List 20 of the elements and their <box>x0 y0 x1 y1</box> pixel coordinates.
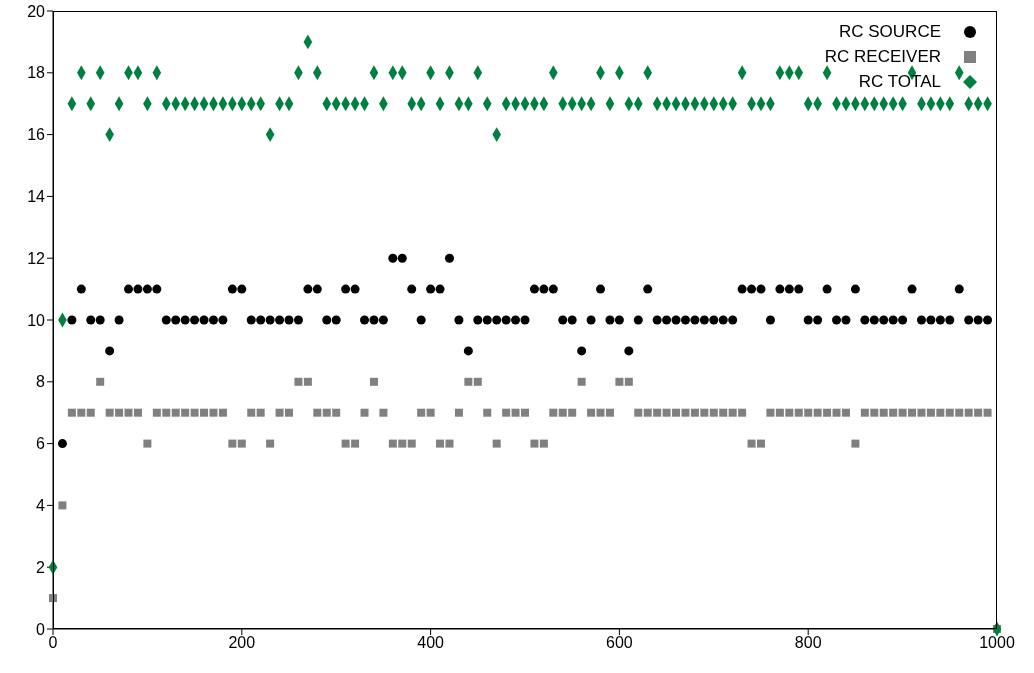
y-tick-label: 20 <box>27 2 46 20</box>
x-tick-label: 400 <box>417 634 445 652</box>
y-tick-label: 6 <box>36 435 46 453</box>
legend-label: RC RECEIVER <box>824 46 941 67</box>
y-tick-label: 12 <box>27 249 46 267</box>
y-tick-label: 16 <box>27 126 46 144</box>
y-tick-label: 10 <box>27 311 46 329</box>
y-tick-label: 18 <box>27 64 46 82</box>
y-tick-label: 8 <box>36 373 46 391</box>
y-tick-label: 2 <box>36 558 46 576</box>
x-tick-label: 600 <box>606 634 633 652</box>
legend-label: RC SOURCE <box>838 21 941 42</box>
x-tick-label: 0 <box>48 634 58 652</box>
x-tick-label: 800 <box>794 634 822 652</box>
x-tick-label: 200 <box>228 634 256 652</box>
x-tick-label: 1000 <box>979 634 1015 652</box>
y-tick-label: 14 <box>27 188 46 206</box>
legend-label: RC TOTAL <box>858 71 941 92</box>
y-tick-label: 0 <box>36 620 46 638</box>
y-tick-label: 4 <box>36 497 46 515</box>
